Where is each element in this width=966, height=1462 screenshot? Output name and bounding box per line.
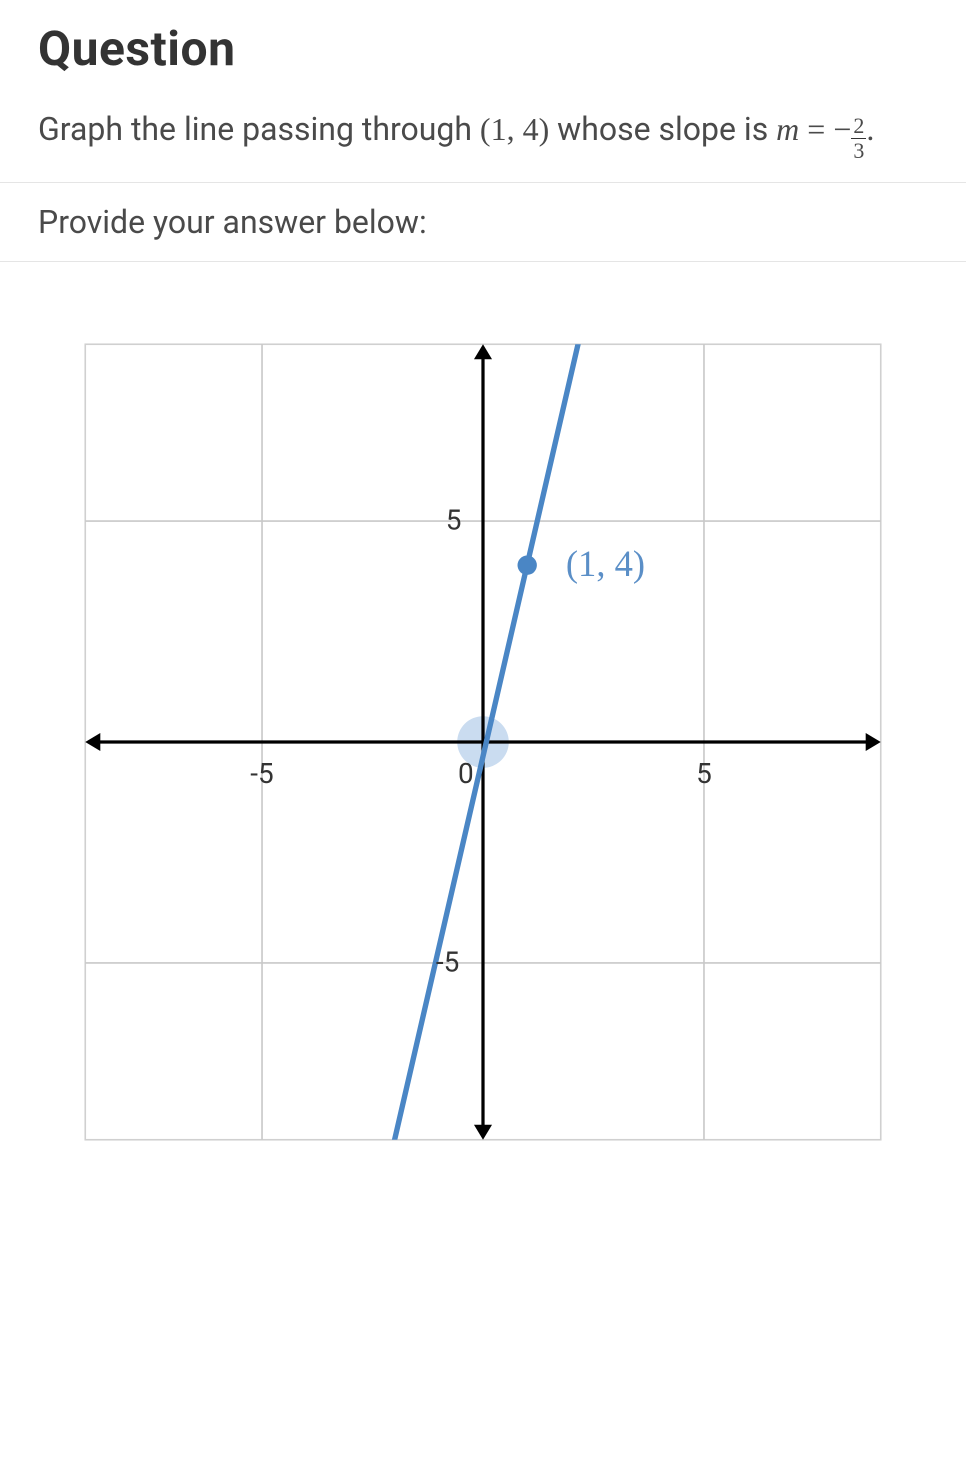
x-tick-label: 0 [458, 756, 474, 789]
problem-text-suffix: . [866, 111, 874, 147]
slope-denominator: 3 [851, 138, 866, 162]
problem-text-prefix: Graph the line passing through [38, 110, 480, 148]
problem-point: (1, 4) [480, 111, 549, 147]
y-tick-label: -5 [436, 945, 459, 978]
point-label: (1, 4) [566, 543, 645, 584]
problem-text-mid: whose slope is [549, 110, 776, 148]
answer-prompt-section: Provide your answer below: [0, 183, 966, 262]
x-tick-label: -5 [250, 756, 273, 789]
graph-container: (1, 4) -5 0 5 5 -5 [0, 262, 966, 1232]
coordinate-plane[interactable]: (1, 4) -5 0 5 5 -5 [53, 312, 913, 1172]
slope-fraction: 23 [851, 115, 866, 162]
question-body: Graph the line passing through (1, 4) wh… [38, 105, 928, 162]
answer-prompt: Provide your answer below: [38, 203, 928, 241]
slope-var: m [776, 111, 799, 147]
x-tick-label: 5 [696, 756, 712, 789]
plotted-point[interactable] [518, 555, 537, 574]
y-tick-label: 5 [446, 503, 462, 536]
question-section: Question Graph the line passing through … [0, 0, 966, 183]
slope-equals: = − [799, 111, 851, 147]
question-heading: Question [38, 20, 928, 77]
slope-numerator: 2 [851, 115, 866, 138]
